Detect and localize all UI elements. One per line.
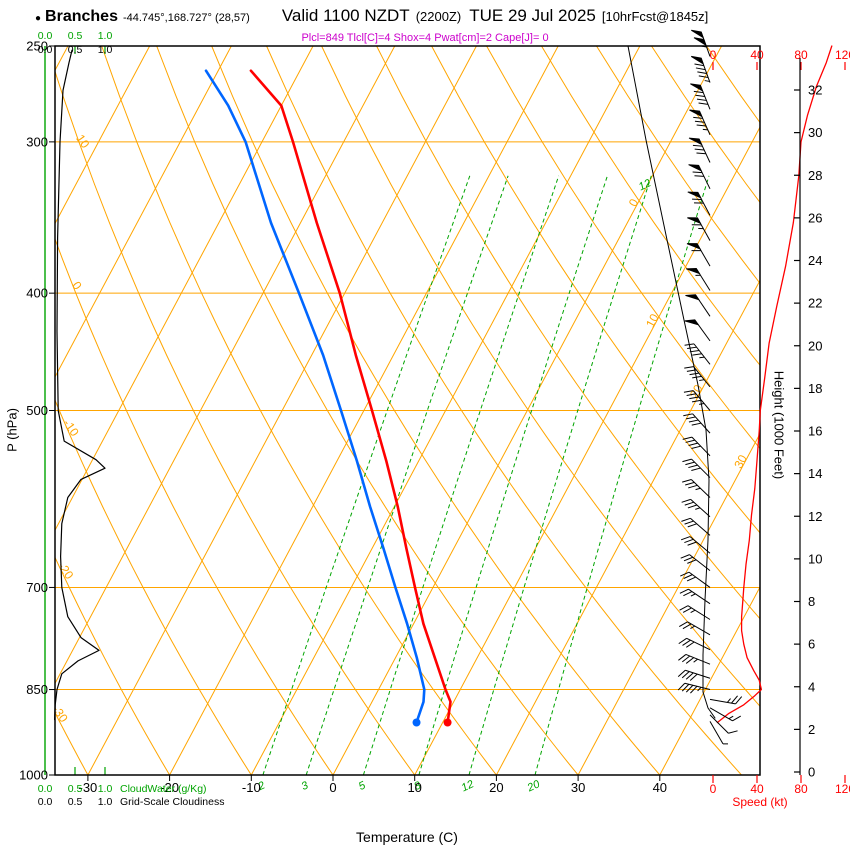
speed-axis-title: Speed (kt)	[732, 795, 788, 809]
pressure-tick-label: 700	[26, 580, 48, 595]
cloud-scale-value: 1.0	[97, 30, 113, 42]
height-tick-label: 20	[808, 338, 822, 353]
height-tick-label: 18	[808, 381, 822, 396]
temp-tick-label: 0	[329, 780, 336, 795]
temp-tick-label: 20	[489, 780, 503, 795]
height-tick-label: 8	[808, 594, 815, 609]
height-tick-label: 22	[808, 296, 822, 311]
dewpoint-line	[204, 69, 426, 724]
height-tick-label: 30	[808, 125, 822, 140]
cloud-scale-value: 0.5	[67, 796, 83, 808]
cloud-scale-value: 0.0	[37, 796, 53, 808]
pressure-tick-label: 500	[26, 403, 48, 418]
isotherm-label: 10	[643, 311, 662, 330]
pressure-tick-labels: 250 300 400 500 700 850 1000	[19, 39, 55, 783]
height-tick-label: 16	[808, 424, 822, 439]
adiabat-label: 0	[69, 279, 84, 293]
station-coords: -44.745°,168.727° (28,57)	[122, 12, 250, 24]
valid-zulu: (2200Z)	[415, 9, 462, 24]
svg-text:2: 2	[255, 780, 267, 794]
height-tick-label: 24	[808, 253, 822, 268]
speed-tick-label: 40	[750, 782, 764, 796]
cloud-scale-value: 1.0	[97, 796, 113, 808]
valid-time: Valid 1100 NZDT	[281, 6, 410, 25]
pressure-tick-label: 850	[26, 682, 48, 697]
cloudwater-legend: CloudWater (g/Kg)	[120, 783, 207, 795]
valid-date: TUE 29 Jul 2025	[469, 6, 596, 25]
speed-tick-label: 120	[835, 782, 850, 796]
height-tick-label: 10	[808, 551, 822, 566]
height-axis	[794, 58, 801, 775]
svg-text:20: 20	[525, 778, 543, 795]
speed-tick-label: 40	[750, 48, 764, 62]
speed-tick-label: 0	[710, 48, 717, 62]
mixing-ratio-labels: 2 3 5 8 12 20 12	[255, 177, 653, 794]
svg-text:3: 3	[300, 779, 311, 793]
background-grid	[55, 46, 760, 775]
cloud-scale-value: 1.0	[97, 44, 113, 56]
speed-tick-label: 120	[835, 48, 850, 62]
height-tick-label: 12	[808, 509, 822, 524]
height-tick-label: 6	[808, 637, 815, 652]
cloud-scale-value: 0.0	[37, 30, 53, 42]
aux-height-line	[627, 45, 716, 719]
height-tick-label: 4	[808, 679, 815, 694]
isotherm-label: 0	[626, 196, 642, 209]
temp-tick-label: 10	[407, 780, 421, 795]
isotherm-label: 20	[687, 382, 706, 401]
temperature-line	[249, 69, 452, 724]
svg-text:12: 12	[460, 778, 476, 794]
cloudiness-profile-line	[53, 49, 106, 721]
svg-text:5: 5	[357, 779, 368, 793]
speed-tick-label: 0	[710, 782, 717, 796]
sounding-parameters: Plcl=849 Tlcl[C]=4 Shox=4 Pwat[cm]=2 Cap…	[301, 32, 549, 44]
temp-tick-label: 40	[653, 780, 667, 795]
cloudiness-legend: Grid-Scale Cloudiness	[120, 796, 225, 808]
title-bar: ● Branches -44.745°,168.727° (28,57) Val…	[35, 6, 708, 26]
pressure-tick-label: 300	[26, 134, 48, 149]
height-tick-label: 28	[808, 168, 822, 183]
temp-tick-label: -30	[79, 780, 98, 795]
height-tick-label: 2	[808, 722, 815, 737]
height-tick-label: 32	[808, 83, 822, 98]
temperature-axis-title: Temperature (C)	[356, 829, 458, 845]
svg-text:12: 12	[637, 177, 653, 193]
temp-tick-label: -20	[160, 780, 179, 795]
station-name: Branches	[45, 8, 118, 25]
speed-axis: 0040408080120120	[710, 48, 850, 796]
isotherm-label: 30	[731, 452, 750, 471]
station-bullet-icon: ●	[35, 13, 42, 24]
cloud-scale-value: 0.5	[67, 44, 83, 56]
height-tick-label: 14	[808, 466, 822, 481]
height-axis-title: Height (1000 Feet)	[771, 370, 787, 480]
cloud-scale-value: 1.0	[97, 783, 113, 795]
speed-tick-label: 80	[794, 48, 808, 62]
cloud-scale-value: 0.5	[67, 30, 83, 42]
temp-tick-label: 30	[571, 780, 585, 795]
mixing-ratio-lines	[262, 175, 710, 775]
cloud-scale-value: 0.0	[37, 44, 53, 56]
svg-text:8: 8	[412, 779, 423, 793]
temp-tick-label: -10	[242, 780, 261, 795]
height-tick-label: 26	[808, 210, 822, 225]
adiabat-label: -30	[49, 703, 71, 726]
pressure-tick-label: 1000	[19, 768, 48, 783]
surface-dewpoint-dot	[412, 718, 421, 727]
pressure-tick-label: 250	[26, 39, 48, 54]
cloud-scale-value: 0.0	[37, 783, 53, 795]
cloud-scale-value: 0.5	[67, 783, 83, 795]
pressure-tick-label: 400	[26, 286, 48, 301]
surface-temp-dot	[443, 718, 452, 727]
height-tick-label: 0	[808, 765, 815, 780]
pressure-axis-title: P (hPa)	[4, 408, 20, 452]
temp-tick-labels: -30 -20 -10 0 10 20 30 40	[79, 775, 667, 795]
forecast-offset: [10hrFcst@1845z]	[601, 9, 709, 24]
speed-tick-label: 80	[794, 782, 808, 796]
wind-barbs	[677, 29, 743, 745]
